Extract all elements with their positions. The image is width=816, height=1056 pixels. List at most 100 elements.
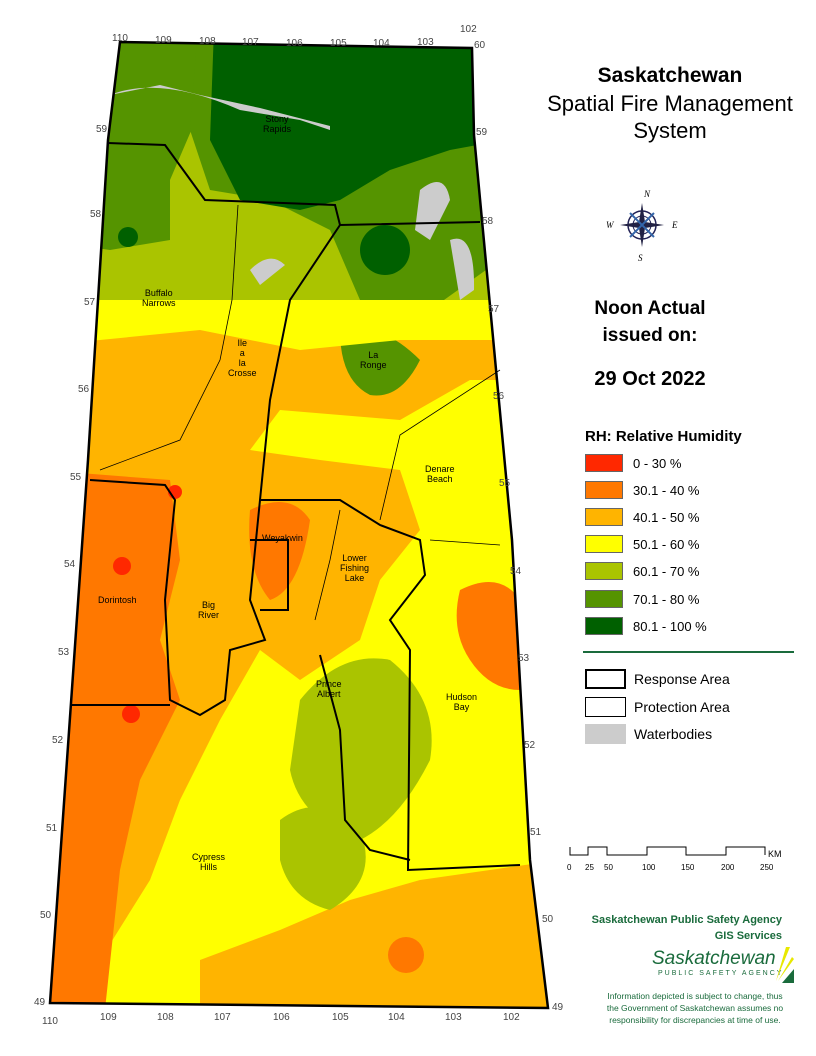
longitude-label: 108: [157, 1012, 174, 1023]
agency-logo-text: Saskatchewan: [652, 948, 776, 969]
rh-zone-80-100-spot: [360, 225, 410, 275]
place-stony-rapids: Stony Rapids: [263, 114, 292, 134]
scale-tick: 200: [721, 863, 735, 872]
longitude-label: 102: [503, 1012, 520, 1023]
longitude-label: 110: [42, 1016, 58, 1027]
place-hudson-bay: Hudson Bay: [446, 692, 478, 712]
latitude-label: 50: [40, 910, 52, 921]
legend-swatch: [585, 562, 623, 580]
longitude-label: 103: [417, 37, 434, 48]
disclaimer-line: the Government of Saskatchewan assumes n…: [606, 1003, 784, 1013]
latitude-label: 51: [530, 827, 542, 838]
rh-zone-30-40-spot: [388, 937, 424, 973]
title-line1: Saskatchewan: [597, 64, 743, 87]
title-line2: Spatial Fire Management: [547, 91, 793, 116]
place-weyakwin: Weyakwin: [262, 533, 303, 543]
legend-divider: [583, 651, 794, 653]
latitude-label: 50: [542, 914, 554, 925]
legend-swatch: [585, 508, 623, 526]
agency-logo-subtext: PUBLIC SAFETY AGENCY: [658, 970, 784, 977]
legend-item: 50.1 - 60 %: [585, 535, 700, 553]
legend-label: 80.1 - 100 %: [633, 618, 707, 634]
legend-label: Protection Area: [634, 699, 730, 715]
latitude-label: 53: [518, 653, 530, 664]
longitude-label: 103: [445, 1012, 462, 1023]
legend-swatch: [585, 617, 623, 635]
legend-label: 0 - 30 %: [633, 455, 682, 471]
latitude-label: 54: [510, 566, 522, 577]
latitude-label: 56: [78, 384, 90, 395]
legend-swatch: [585, 697, 626, 717]
agency-dept: GIS Services: [714, 930, 782, 942]
legend-label: 70.1 - 80 %: [633, 591, 700, 607]
legend-label: Response Area: [634, 671, 730, 687]
longitude-label: 104: [373, 38, 390, 49]
longitude-label: 110: [112, 33, 128, 44]
longitude-label: 102: [460, 24, 477, 35]
place-la-ronge: La Ronge: [360, 350, 387, 370]
legend-item: 60.1 - 70 %: [585, 562, 700, 580]
wheat-logo-icon: [776, 947, 794, 983]
longitude-label: 104: [388, 1012, 405, 1023]
title-line3: System: [633, 118, 707, 143]
rh-zone-60-70-pa: [290, 658, 432, 840]
place-lower-fishing-lake: Lower Fishing Lake: [340, 553, 370, 583]
latitude-label: 49: [34, 997, 46, 1008]
latitude-label: 58: [90, 209, 102, 220]
agency-credit: Saskatchewan Public Safety Agency GIS Se…: [560, 912, 782, 944]
legend-label: Waterbodies: [634, 726, 713, 742]
latitude-label: 57: [488, 304, 500, 315]
scale-tick: 100: [642, 863, 656, 872]
waterbody-lake-athabasca: [110, 85, 330, 130]
issue-label: Noon Actual issued on:: [560, 295, 740, 349]
latitude-label: 55: [70, 472, 82, 483]
scale-tick: 25: [585, 863, 594, 872]
disclaimer-line: responsibility for discrepancies at time…: [609, 1015, 781, 1025]
waterbody: [250, 258, 285, 285]
rh-map: [48, 40, 550, 1010]
legend-swatch: [585, 535, 623, 553]
legend-swatch: [585, 590, 623, 608]
place-denare-beach: Denare Beach: [425, 464, 455, 484]
place-ile-a-la-crosse: Ile a la Crosse: [228, 338, 257, 378]
disclaimer: Information depicted is subject to chang…: [590, 990, 800, 1026]
legend-label: 60.1 - 70 %: [633, 563, 700, 579]
place-big-river: Big River: [198, 600, 220, 620]
svg-text:N: N: [643, 189, 651, 199]
legend-item: Protection Area: [585, 697, 730, 717]
place-dorintosh: Dorintosh: [98, 595, 137, 605]
latitude-label: 55: [499, 478, 511, 489]
latitude-label: 52: [52, 735, 64, 746]
scale-tick: 250: [760, 863, 774, 872]
longitude-label: 109: [100, 1012, 117, 1023]
latitude-label: 51: [46, 823, 58, 834]
rh-zone-50-60-band: [50, 300, 548, 350]
agency-name: Saskatchewan Public Safety Agency: [591, 914, 782, 926]
title-line2-3: Spatial Fire Management System: [500, 90, 816, 144]
svg-text:W: W: [606, 220, 615, 230]
rh-zone-70-80-laronge: [340, 328, 420, 396]
legend-item: 0 - 30 %: [585, 454, 681, 472]
response-area-boundaries: [48, 40, 550, 1010]
legend-swatch: [585, 454, 623, 472]
latitude-label: 59: [96, 124, 108, 135]
rh-zone-60-70-south: [280, 807, 366, 910]
scale-tick: 0: [567, 863, 572, 872]
legend-label: 30.1 - 40 %: [633, 482, 700, 498]
disclaimer-line: Information depicted is subject to chang…: [607, 991, 783, 1001]
rh-zone-30-40-weyakwin: [249, 502, 310, 600]
legend-item: 70.1 - 80 %: [585, 590, 700, 608]
legend-title: RH: Relative Humidity: [585, 428, 742, 445]
scale-unit: KM: [768, 849, 782, 859]
rh-zone-30-40-east: [456, 582, 520, 690]
rh-zone-0-30-spot: [113, 557, 131, 575]
rh-zone-0-30-spot: [122, 705, 140, 723]
longitude-label: 106: [273, 1012, 290, 1023]
latitude-label: 52: [524, 740, 536, 751]
latitude-label: 54: [64, 559, 76, 570]
compass-rose-icon: N E S W: [606, 189, 678, 263]
longitude-label: 105: [330, 38, 347, 49]
longitude-label: 107: [214, 1012, 231, 1023]
legend-item: Response Area: [585, 669, 730, 689]
